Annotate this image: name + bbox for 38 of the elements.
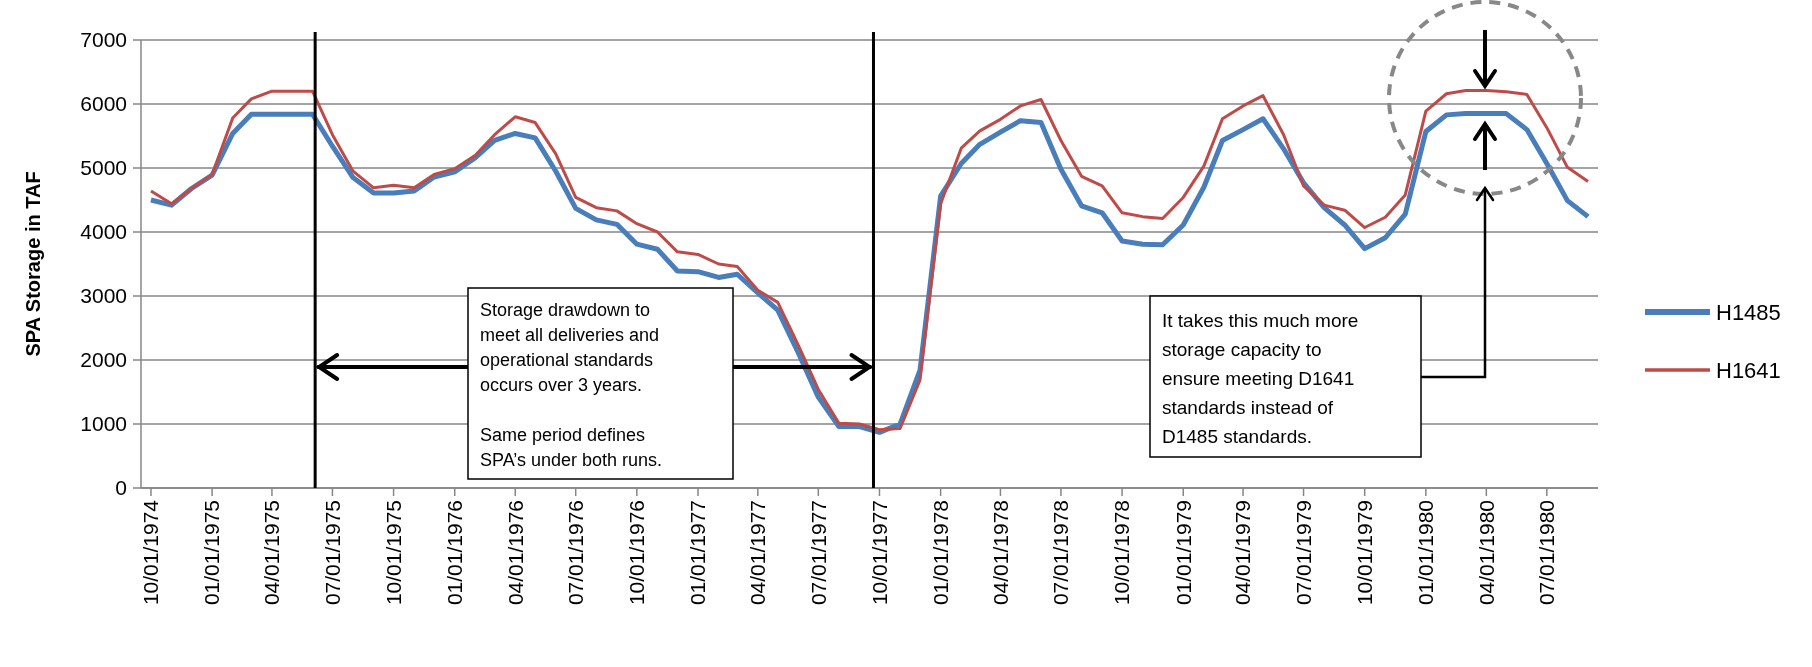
y-tick-label: 1000 — [80, 412, 127, 436]
x-tick-label: 01/01/1975 — [200, 500, 224, 606]
x-tick-label: 04/01/1978 — [988, 500, 1012, 606]
x-tick-label: 04/01/1975 — [260, 500, 284, 606]
x-tick-label: 01/01/1978 — [928, 500, 952, 606]
note-box: Storage drawdown to meet all deliveries and operational standards occurs over 3 years. Same period defines SPA’s under both runs. — [467, 287, 734, 480]
x-tick-label: 07/01/1977 — [806, 500, 830, 606]
y-tick-label: 5000 — [80, 156, 127, 180]
x-tick-label: 10/01/1978 — [1110, 500, 1134, 606]
x-tick-label: 04/01/1980 — [1474, 500, 1498, 606]
y-tick-label: 7000 — [80, 28, 127, 52]
x-tick-label: 10/01/1975 — [381, 500, 405, 606]
x-tick-label: 01/01/1980 — [1414, 500, 1438, 606]
x-tick-label: 10/01/1974 — [139, 499, 163, 606]
y-tick-label: 3000 — [80, 284, 127, 308]
note-box: It takes this much more storage capacity to ensure meeting D1641 standards instead of D1485 standards. — [1149, 295, 1422, 458]
y-axis-title: SPA Storage in TAF — [22, 171, 44, 357]
x-tick-label: 01/01/1976 — [443, 500, 467, 606]
x-tick-label: 07/01/1975 — [320, 500, 344, 606]
y-tick-label: 2000 — [80, 348, 127, 372]
x-tick-label: 04/01/1977 — [746, 500, 770, 606]
legend-label: H1485 — [1716, 299, 1781, 325]
x-tick-label: 07/01/1980 — [1535, 500, 1559, 606]
x-tick-label: 10/01/1977 — [867, 500, 891, 606]
x-tick-label: 10/01/1976 — [625, 500, 649, 606]
x-tick-label: 04/01/1979 — [1231, 500, 1255, 606]
y-tick-label: 0 — [115, 476, 127, 500]
legend-label: H1641 — [1716, 357, 1781, 383]
x-tick-label: 04/01/1976 — [503, 500, 527, 606]
y-tick-label: 4000 — [80, 220, 127, 244]
x-tick-label: 01/01/1977 — [686, 500, 710, 606]
x-tick-label: 07/01/1978 — [1049, 500, 1073, 606]
x-tick-label: 10/01/1979 — [1353, 500, 1377, 606]
y-tick-label: 6000 — [80, 92, 127, 116]
x-tick-label: 07/01/1976 — [564, 500, 588, 606]
x-tick-label: 07/01/1979 — [1291, 500, 1315, 606]
annotation: It takes this much more storage capacity to ensure meeting D1641 standards instead of D1485 standards. — [1162, 309, 1359, 447]
x-tick-label: 01/01/1979 — [1171, 500, 1195, 606]
